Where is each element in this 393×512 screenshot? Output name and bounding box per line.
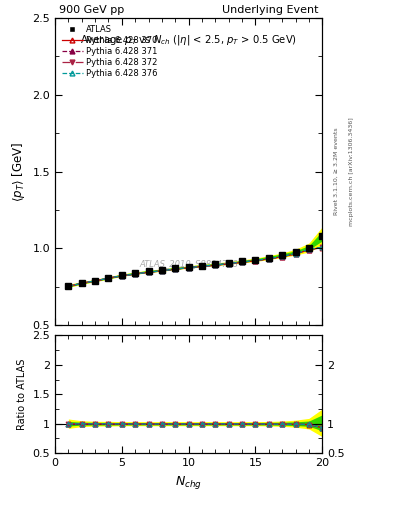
X-axis label: $N_{chg}$: $N_{chg}$ — [175, 474, 202, 490]
Text: 900 GeV pp: 900 GeV pp — [59, 5, 124, 15]
Text: Underlying Event: Underlying Event — [222, 5, 318, 15]
Text: Average $p_T$ vs $N_{ch}$ ($|\eta|$ < 2.5, $p_T$ > 0.5 GeV): Average $p_T$ vs $N_{ch}$ ($|\eta|$ < 2.… — [80, 33, 297, 47]
Text: Rivet 3.1.10, ≥ 3.2M events: Rivet 3.1.10, ≥ 3.2M events — [334, 127, 338, 216]
Legend: ATLAS, Pythia 6.428 370, Pythia 6.428 371, Pythia 6.428 372, Pythia 6.428 376: ATLAS, Pythia 6.428 370, Pythia 6.428 37… — [59, 22, 160, 80]
Text: ATLAS_2010_S8894728: ATLAS_2010_S8894728 — [139, 259, 238, 268]
Y-axis label: Ratio to ATLAS: Ratio to ATLAS — [17, 358, 27, 430]
Y-axis label: $\langle p_T \rangle$ [GeV]: $\langle p_T \rangle$ [GeV] — [10, 141, 27, 202]
Text: mcplots.cern.ch [arXiv:1306.3436]: mcplots.cern.ch [arXiv:1306.3436] — [349, 117, 354, 226]
